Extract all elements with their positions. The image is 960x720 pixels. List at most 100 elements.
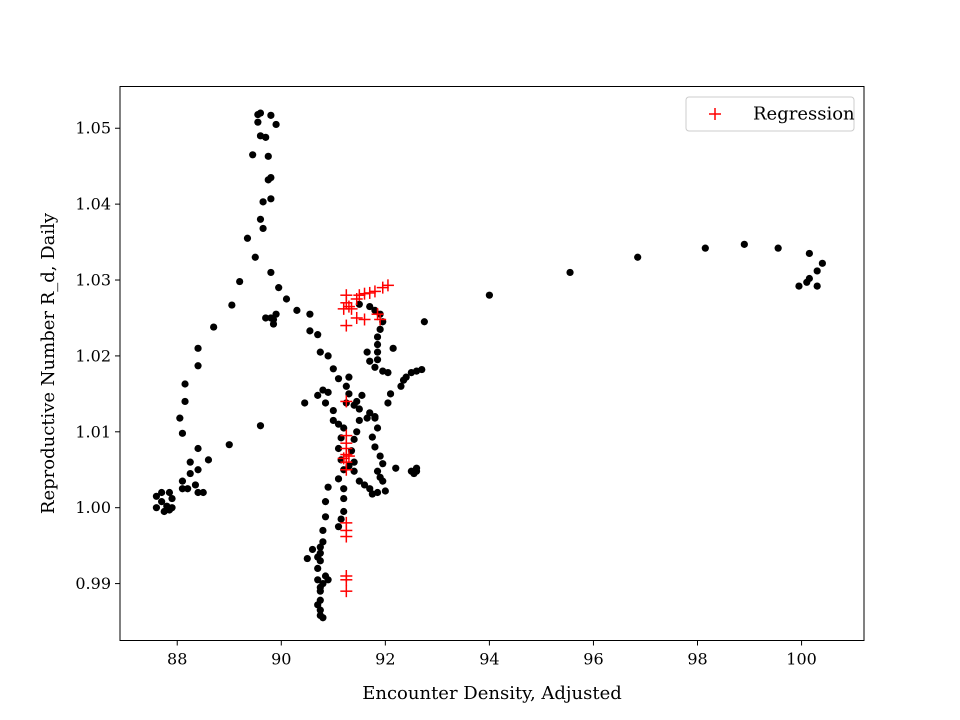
data-point [774,244,782,252]
data-point [420,318,428,326]
plot-frame [119,86,865,641]
data-point [340,494,348,503]
data-point [225,441,233,449]
y-tick-label: 1.05 [75,119,111,138]
data-point [316,557,324,565]
data-point [316,606,324,614]
x-tick-label: 88 [167,650,187,669]
data-point [813,282,821,290]
data-point [152,492,161,500]
data-point [345,373,353,381]
legend-marker-plus-icon [709,108,721,120]
data-point [324,483,332,491]
data-point [165,488,174,497]
regression-point [340,395,353,408]
regression-point [340,319,353,332]
data-point [740,240,748,248]
y-tick-label: 0.99 [75,574,111,593]
data-point [319,579,327,588]
data-point [168,504,176,512]
x-tick-label: 94 [479,650,499,669]
data-point [319,526,327,535]
y-tick-label: 1.04 [75,195,111,214]
data-point [634,253,642,261]
data-point [805,249,813,258]
data-point [389,344,397,352]
data-point [178,477,187,485]
data-point [314,601,322,609]
data-point [373,467,382,475]
data-point [412,464,421,472]
data-point [397,382,405,390]
data-point [324,388,332,396]
data-point [319,614,327,622]
data-point [345,390,353,398]
data-point [485,291,493,299]
data-point [264,176,272,184]
data-point [371,443,379,451]
data-point [360,481,369,489]
data-point [350,458,358,466]
regression-point [350,311,363,324]
data-point [345,462,353,470]
data-point [251,253,259,261]
data-point [191,481,200,489]
data-point [321,513,330,521]
data-point [259,224,267,233]
data-point [324,352,332,360]
data-point [194,466,202,474]
data-point [384,399,392,407]
legend-label-regression: Regression [753,104,855,125]
data-point [373,424,382,432]
data-point [334,475,343,483]
data-point [262,314,270,322]
data-point [194,344,202,352]
data-point [168,494,176,503]
data-point [314,564,322,573]
data-point [376,325,384,333]
data-point [308,545,317,554]
regression-point [358,313,371,326]
data-point [314,576,322,584]
data-point [272,310,280,318]
data-point [355,405,363,413]
data-point [340,507,348,516]
data-point [350,435,358,443]
data-point [243,234,252,242]
data-point [392,464,400,472]
data-point [373,333,382,341]
data-point [381,487,389,495]
data-point [355,416,363,425]
data-point [158,488,166,497]
data-point [262,133,270,141]
data-point [334,523,343,531]
data-point [366,409,374,417]
data-point [184,485,192,493]
regression-point [340,463,353,476]
data-point [410,469,418,478]
data-point [181,397,189,406]
data-point [376,452,384,460]
data-point [321,498,330,506]
data-point [314,391,322,399]
data-point [267,195,275,203]
data-point [194,362,202,370]
data-point [158,498,166,506]
regression-point [345,302,358,315]
x-axis: 88 90 92 94 96 98 100 [167,640,817,669]
data-point [186,458,194,466]
data-point [366,302,374,311]
data-point [249,151,257,159]
data-point [178,429,187,437]
data-point [353,428,361,436]
data-point [329,416,337,425]
data-point [176,414,184,422]
data-point [399,376,408,384]
data-point [194,444,202,453]
x-tick-label: 92 [375,650,395,669]
legend-box [685,96,855,132]
plot-marks [152,109,826,622]
data-point [316,543,324,551]
data-point [269,320,278,328]
